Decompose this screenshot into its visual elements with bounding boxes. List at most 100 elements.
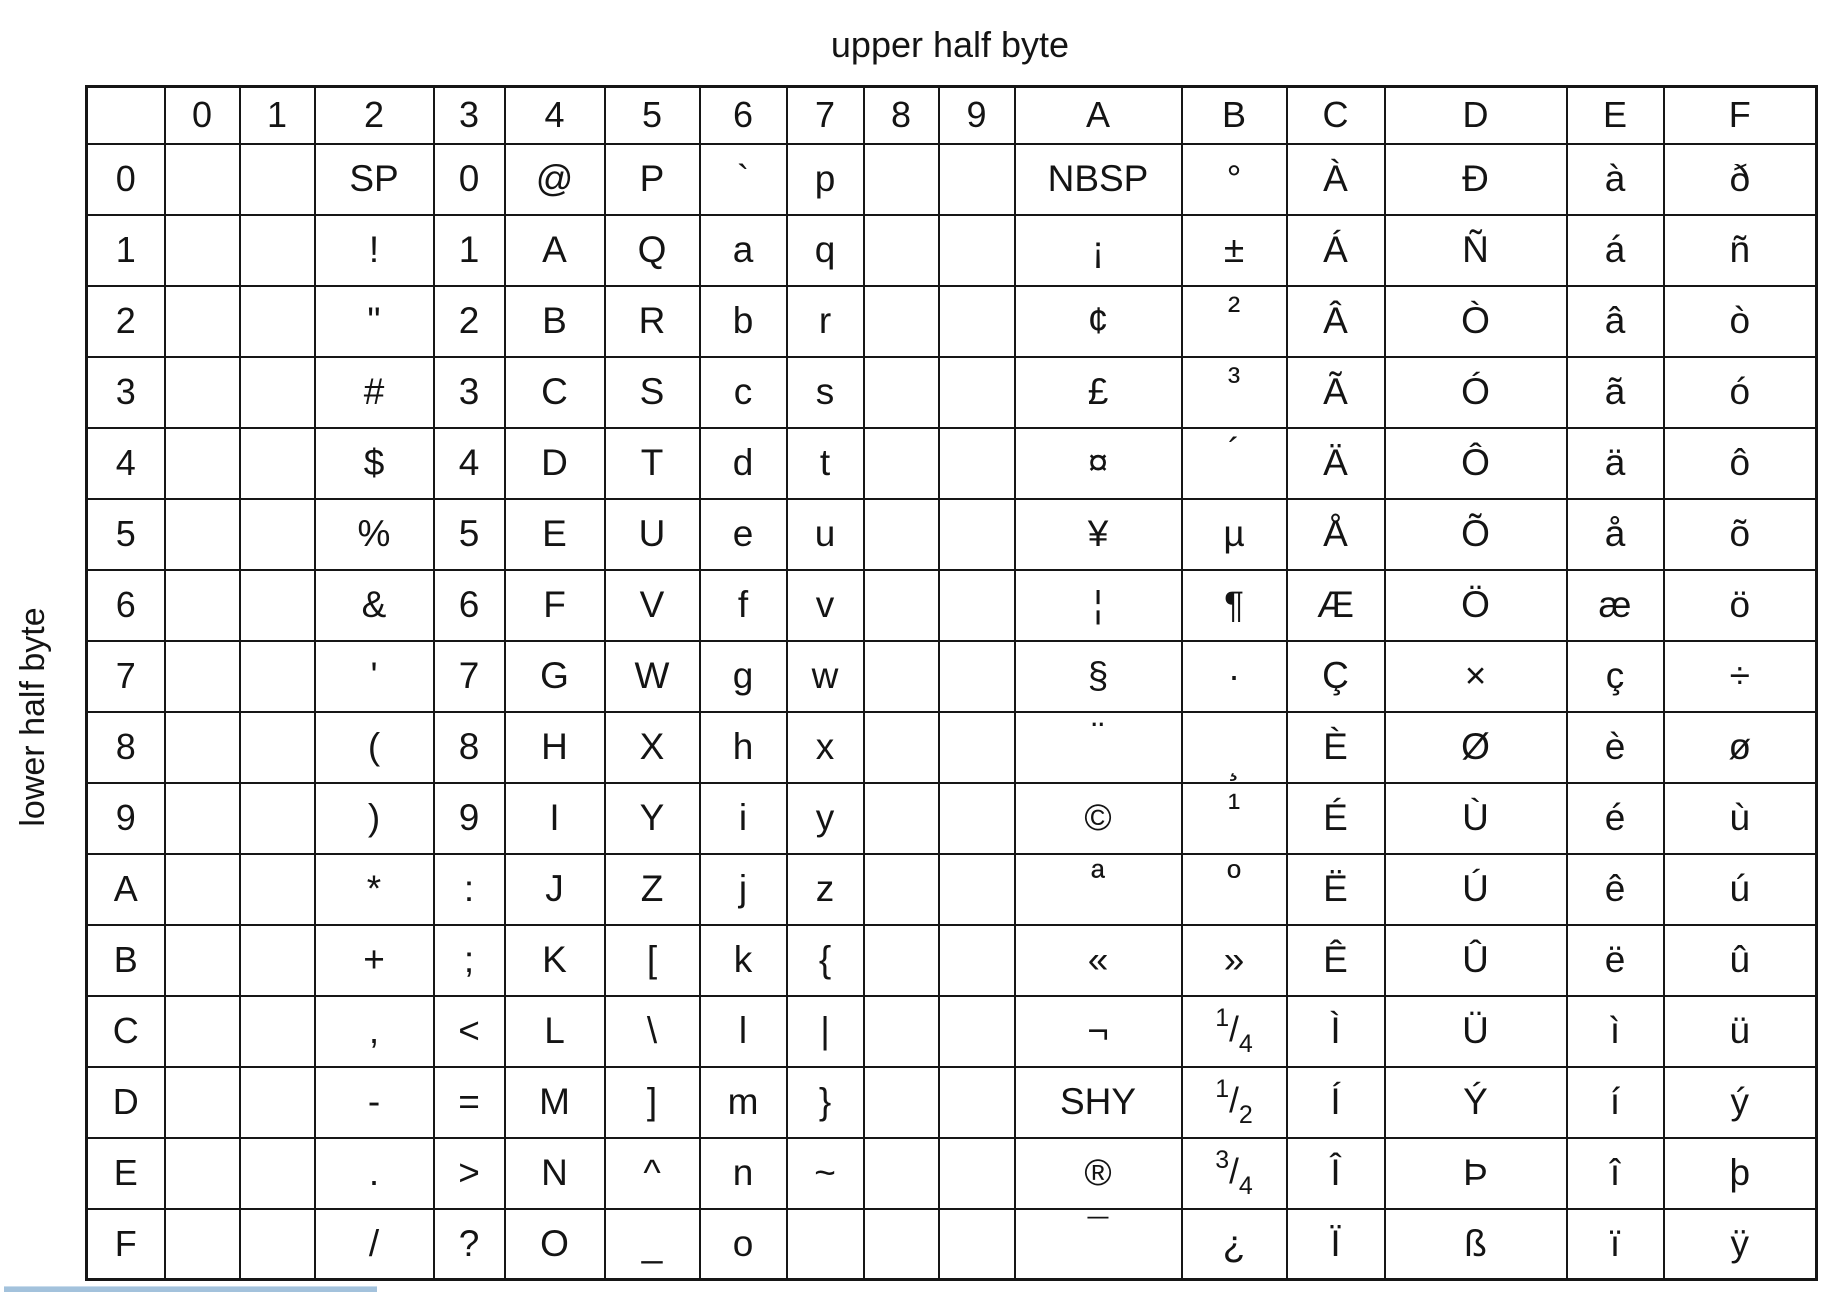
char-cell: L [503,994,606,1068]
char-cell: T [603,426,701,500]
char-cell [862,284,940,358]
char-cell [163,213,241,287]
char-cell: 0 [432,142,506,216]
char-cell: Ó [1383,355,1568,429]
char-cell: è [1565,710,1665,784]
fraction-part: 2 [1238,1100,1253,1129]
char-cell: » [1180,923,1288,997]
char-cell [937,1136,1016,1210]
char-cell [163,568,241,642]
char-cell [862,923,940,997]
char-cell: 3 [432,355,506,429]
char-cell: m [698,1065,788,1139]
char-cell: · [1180,639,1288,713]
char-cell: " [313,284,435,358]
char-cell [163,852,241,926]
char-cell: ü [1662,994,1818,1068]
char-cell: . [313,1136,435,1210]
char-cell: Ç [1285,639,1386,713]
char-cell [937,852,1016,926]
char-cell: & [313,568,435,642]
char-cell [862,142,940,216]
corner-cell [85,85,166,145]
char-cell: > [432,1136,506,1210]
char-cell [937,710,1016,784]
char-cell: ª [1013,852,1183,926]
char-cell: < [432,994,506,1068]
char-cell: Ò [1383,284,1568,358]
char-cell [238,568,316,642]
row-header-cell: F [85,1207,166,1281]
char-cell [937,355,1016,429]
char-cell: ô [1662,426,1818,500]
row-header-cell: 9 [85,781,166,855]
char-cell: « [1013,923,1183,997]
char-cell: v [785,568,865,642]
char-cell: 3/4 [1180,1136,1288,1210]
char-cell: ï [1565,1207,1665,1281]
char-cell: ^ [603,1136,701,1210]
char-cell: Ô [1383,426,1568,500]
char-cell: w [785,639,865,713]
char-cell [862,710,940,784]
char-cell: U [603,497,701,571]
char-cell [163,426,241,500]
char-cell: É [1285,781,1386,855]
char-cell [238,710,316,784]
char-cell: ä [1565,426,1665,500]
char-cell: ÿ [1662,1207,1818,1281]
char-cell [937,213,1016,287]
char-cell: F [503,568,606,642]
char-cell [163,142,241,216]
char-cell: M [503,1065,606,1139]
char-cell: ò [1662,284,1818,358]
char-cell: ¤ [1013,426,1183,500]
char-cell: æ [1565,568,1665,642]
char-cell [937,1207,1016,1281]
char-cell [937,923,1016,997]
char-cell: Û [1383,923,1568,997]
char-cell: Â [1285,284,1386,358]
char-cell: ] [603,1065,701,1139]
char-cell: @ [503,142,606,216]
char-cell: ê [1565,852,1665,926]
char-cell: i [698,781,788,855]
char-cell: ç [1565,639,1665,713]
char-cell: Ï [1285,1207,1386,1281]
char-cell: h [698,710,788,784]
char-cell: ) [313,781,435,855]
char-cell [163,923,241,997]
char-cell: s [785,355,865,429]
char-cell: ? [432,1207,506,1281]
col-header-cell: 2 [313,85,435,145]
char-cell: * [313,852,435,926]
char-cell: Õ [1383,497,1568,571]
char-cell: B [503,284,606,358]
char-cell: º [1180,852,1288,926]
char-glyph: ¨ [1091,715,1105,756]
char-cell [163,355,241,429]
char-cell: Y [603,781,701,855]
char-cell: O [503,1207,606,1281]
char-cell: ý [1662,1065,1818,1139]
char-cell: ì [1565,994,1665,1068]
char-cell [937,1065,1016,1139]
char-cell: ¬ [1013,994,1183,1068]
char-cell: Ø [1383,710,1568,784]
char-cell: 4 [432,426,506,500]
char-cell: G [503,639,606,713]
char-cell: õ [1662,497,1818,571]
char-cell: ã [1565,355,1665,429]
row-header-cell: D [85,1065,166,1139]
col-header-cell: 7 [785,85,865,145]
char-cell: r [785,284,865,358]
char-cell: + [313,923,435,997]
char-cell: ß [1383,1207,1568,1281]
char-cell: K [503,923,606,997]
char-cell: b [698,284,788,358]
